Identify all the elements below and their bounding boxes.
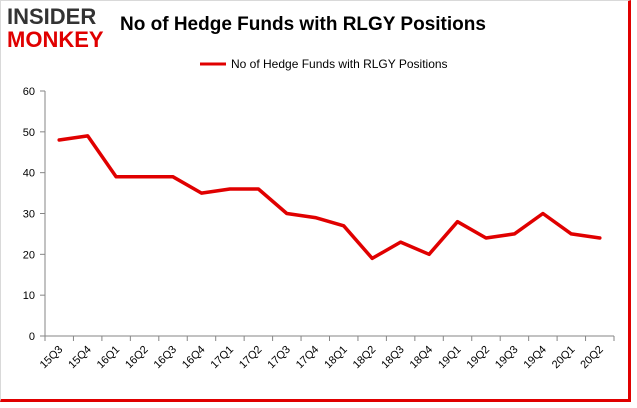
logo-line-2: MONKEY bbox=[7, 27, 104, 52]
logo-line-1: INSIDER bbox=[7, 4, 97, 29]
data-point bbox=[427, 252, 431, 256]
insider-monkey-logo: INSIDER MONKEY bbox=[7, 6, 117, 51]
data-point bbox=[399, 240, 403, 244]
y-axis-ticks: 0 10 20 30 40 50 60 bbox=[23, 86, 45, 343]
data-point bbox=[57, 138, 61, 142]
data-point bbox=[484, 236, 488, 240]
x-tick-label: 19Q1 bbox=[436, 344, 464, 372]
data-point bbox=[342, 224, 346, 228]
data-point bbox=[456, 220, 459, 224]
data-point bbox=[370, 256, 374, 260]
chart-title: No of Hedge Funds with RLGY Positions bbox=[120, 14, 486, 35]
x-tick-label: 17Q4 bbox=[294, 344, 322, 372]
x-tick-label: 17Q3 bbox=[265, 344, 293, 372]
data-point bbox=[228, 187, 232, 191]
x-tick-label: 18Q1 bbox=[322, 344, 350, 372]
data-point bbox=[200, 191, 203, 195]
x-tick-label: 17Q2 bbox=[237, 344, 265, 372]
y-tick-label: 30 bbox=[23, 209, 35, 221]
series-line bbox=[57, 134, 602, 261]
legend: No of Hedge Funds with RLGY Positions bbox=[200, 57, 448, 71]
data-point bbox=[171, 175, 175, 179]
x-tick-label: 16Q4 bbox=[180, 344, 208, 372]
x-tick-label: 19Q2 bbox=[465, 344, 493, 372]
y-tick-label: 60 bbox=[23, 86, 35, 98]
data-point bbox=[512, 232, 516, 236]
data-point bbox=[86, 134, 90, 138]
data-point bbox=[285, 212, 289, 215]
series-layer bbox=[57, 134, 602, 261]
data-point bbox=[569, 232, 573, 236]
y-tick-label: 0 bbox=[29, 331, 35, 343]
x-tick-label: 17Q1 bbox=[209, 344, 237, 372]
x-tick-label: 18Q4 bbox=[408, 344, 436, 372]
x-tick-label: 18Q2 bbox=[351, 344, 379, 372]
x-tick-label: 20Q1 bbox=[550, 344, 578, 372]
x-axis-ticks: 15Q3 15Q4 16Q1 16Q2 16Q3 16Q4 17Q1 17Q2 17Q3 17Q4… bbox=[38, 336, 615, 372]
data-point bbox=[114, 175, 118, 179]
x-tick-label: 16Q1 bbox=[95, 344, 123, 372]
x-tick-label: 15Q3 bbox=[38, 344, 66, 372]
chart-frame bbox=[0, 0, 631, 402]
x-tick-label: 18Q3 bbox=[379, 344, 407, 372]
y-tick-label: 50 bbox=[23, 127, 35, 139]
y-tick-label: 40 bbox=[23, 168, 35, 180]
x-tick-label: 19Q4 bbox=[521, 344, 549, 372]
data-point bbox=[541, 212, 545, 215]
y-tick-label: 20 bbox=[23, 249, 35, 261]
data-point bbox=[598, 236, 602, 240]
x-tick-label: 16Q2 bbox=[123, 344, 151, 372]
y-tick-label: 10 bbox=[23, 290, 35, 302]
legend-label: No of Hedge Funds with RLGY Positions bbox=[231, 57, 448, 71]
axes bbox=[44, 91, 614, 337]
x-tick-label: 19Q3 bbox=[493, 344, 521, 372]
data-point bbox=[256, 187, 260, 191]
x-tick-label: 15Q4 bbox=[66, 344, 94, 372]
x-tick-label: 16Q3 bbox=[152, 344, 180, 372]
data-point bbox=[143, 175, 147, 179]
x-tick-label: 20Q2 bbox=[578, 344, 606, 372]
data-point bbox=[313, 216, 317, 220]
